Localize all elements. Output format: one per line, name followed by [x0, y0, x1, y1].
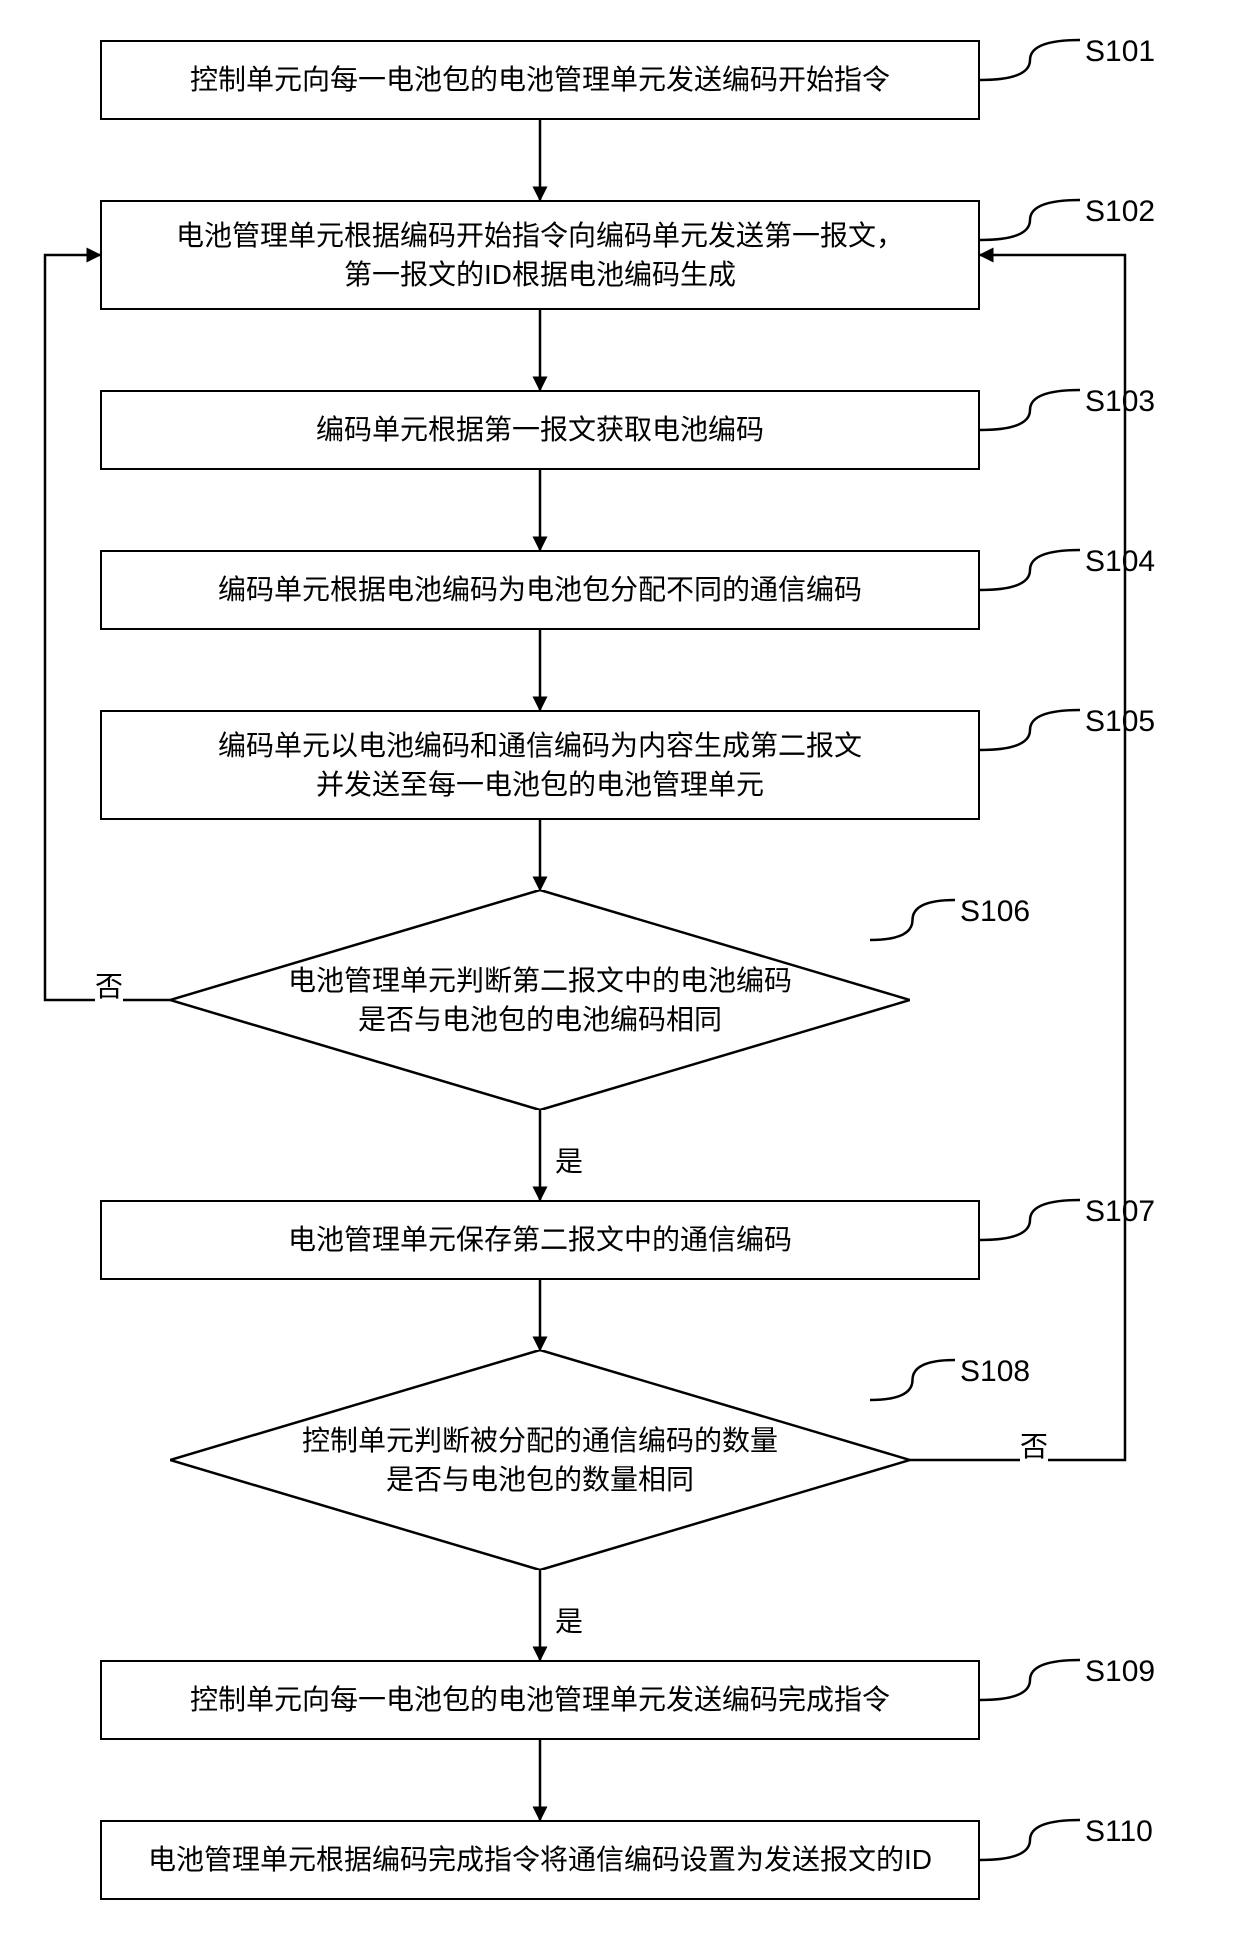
node-s106-label: 电池管理单元判断第二报文中的电池编码是否与电池包的电池编码相同 [288, 961, 792, 1039]
edge-label-no108: 否 [1020, 1425, 1048, 1465]
edge-label-yes106: 是 [555, 1140, 583, 1180]
step-label-s102: S102 [1085, 195, 1155, 229]
node-s109: 控制单元向每一电池包的电池管理单元发送编码完成指令 [100, 1660, 980, 1740]
edge-l103 [980, 390, 1080, 430]
step-label-s110: S110 [1085, 1815, 1153, 1849]
step-label-s104: S104 [1085, 545, 1155, 579]
step-label-s101: S101 [1085, 35, 1155, 69]
edge-l107 [980, 1200, 1080, 1240]
node-s109-label: 控制单元向每一电池包的电池管理单元发送编码完成指令 [190, 1680, 890, 1719]
node-s107-label: 电池管理单元保存第二报文中的通信编码 [288, 1220, 792, 1259]
step-label-s107: S107 [1085, 1195, 1155, 1229]
edge-l110 [980, 1820, 1080, 1860]
edge-label-yes108: 是 [555, 1600, 583, 1640]
step-label-s103: S103 [1085, 385, 1155, 419]
edge-label-no106: 否 [95, 965, 123, 1005]
node-s102: 电池管理单元根据编码开始指令向编码单元发送第一报文，第一报文的ID根据电池编码生… [100, 200, 980, 310]
node-s101-label: 控制单元向每一电池包的电池管理单元发送编码开始指令 [190, 60, 890, 99]
edge-l102 [980, 200, 1080, 240]
step-label-s106: S106 [960, 895, 1030, 929]
edge-l109 [980, 1660, 1080, 1700]
node-s105-label: 编码单元以电池编码和通信编码为内容生成第二报文并发送至每一电池包的电池管理单元 [218, 726, 862, 804]
node-s104-label: 编码单元根据电池编码为电池包分配不同的通信编码 [218, 570, 862, 609]
node-s108: 控制单元判断被分配的通信编码的数量是否与电池包的数量相同 [170, 1350, 910, 1570]
node-s103: 编码单元根据第一报文获取电池编码 [100, 390, 980, 470]
node-s107: 电池管理单元保存第二报文中的通信编码 [100, 1200, 980, 1280]
node-s110: 电池管理单元根据编码完成指令将通信编码设置为发送报文的ID [100, 1820, 980, 1900]
flowchart-canvas: 控制单元向每一电池包的电池管理单元发送编码开始指令电池管理单元根据编码开始指令向… [0, 0, 1240, 1938]
node-s110-label: 电池管理单元根据编码完成指令将通信编码设置为发送报文的ID [148, 1840, 932, 1879]
edge-l105 [980, 710, 1080, 750]
node-s102-label: 电池管理单元根据编码开始指令向编码单元发送第一报文，第一报文的ID根据电池编码生… [176, 216, 904, 294]
node-s105: 编码单元以电池编码和通信编码为内容生成第二报文并发送至每一电池包的电池管理单元 [100, 710, 980, 820]
edge-l101 [980, 40, 1080, 80]
step-label-s108: S108 [960, 1355, 1030, 1389]
edge-l104 [980, 550, 1080, 590]
node-s103-label: 编码单元根据第一报文获取电池编码 [316, 410, 764, 449]
node-s101: 控制单元向每一电池包的电池管理单元发送编码开始指令 [100, 40, 980, 120]
node-s104: 编码单元根据电池编码为电池包分配不同的通信编码 [100, 550, 980, 630]
step-label-s109: S109 [1085, 1655, 1155, 1689]
step-label-s105: S105 [1085, 705, 1155, 739]
node-s106: 电池管理单元判断第二报文中的电池编码是否与电池包的电池编码相同 [170, 890, 910, 1110]
node-s108-label: 控制单元判断被分配的通信编码的数量是否与电池包的数量相同 [302, 1421, 778, 1499]
